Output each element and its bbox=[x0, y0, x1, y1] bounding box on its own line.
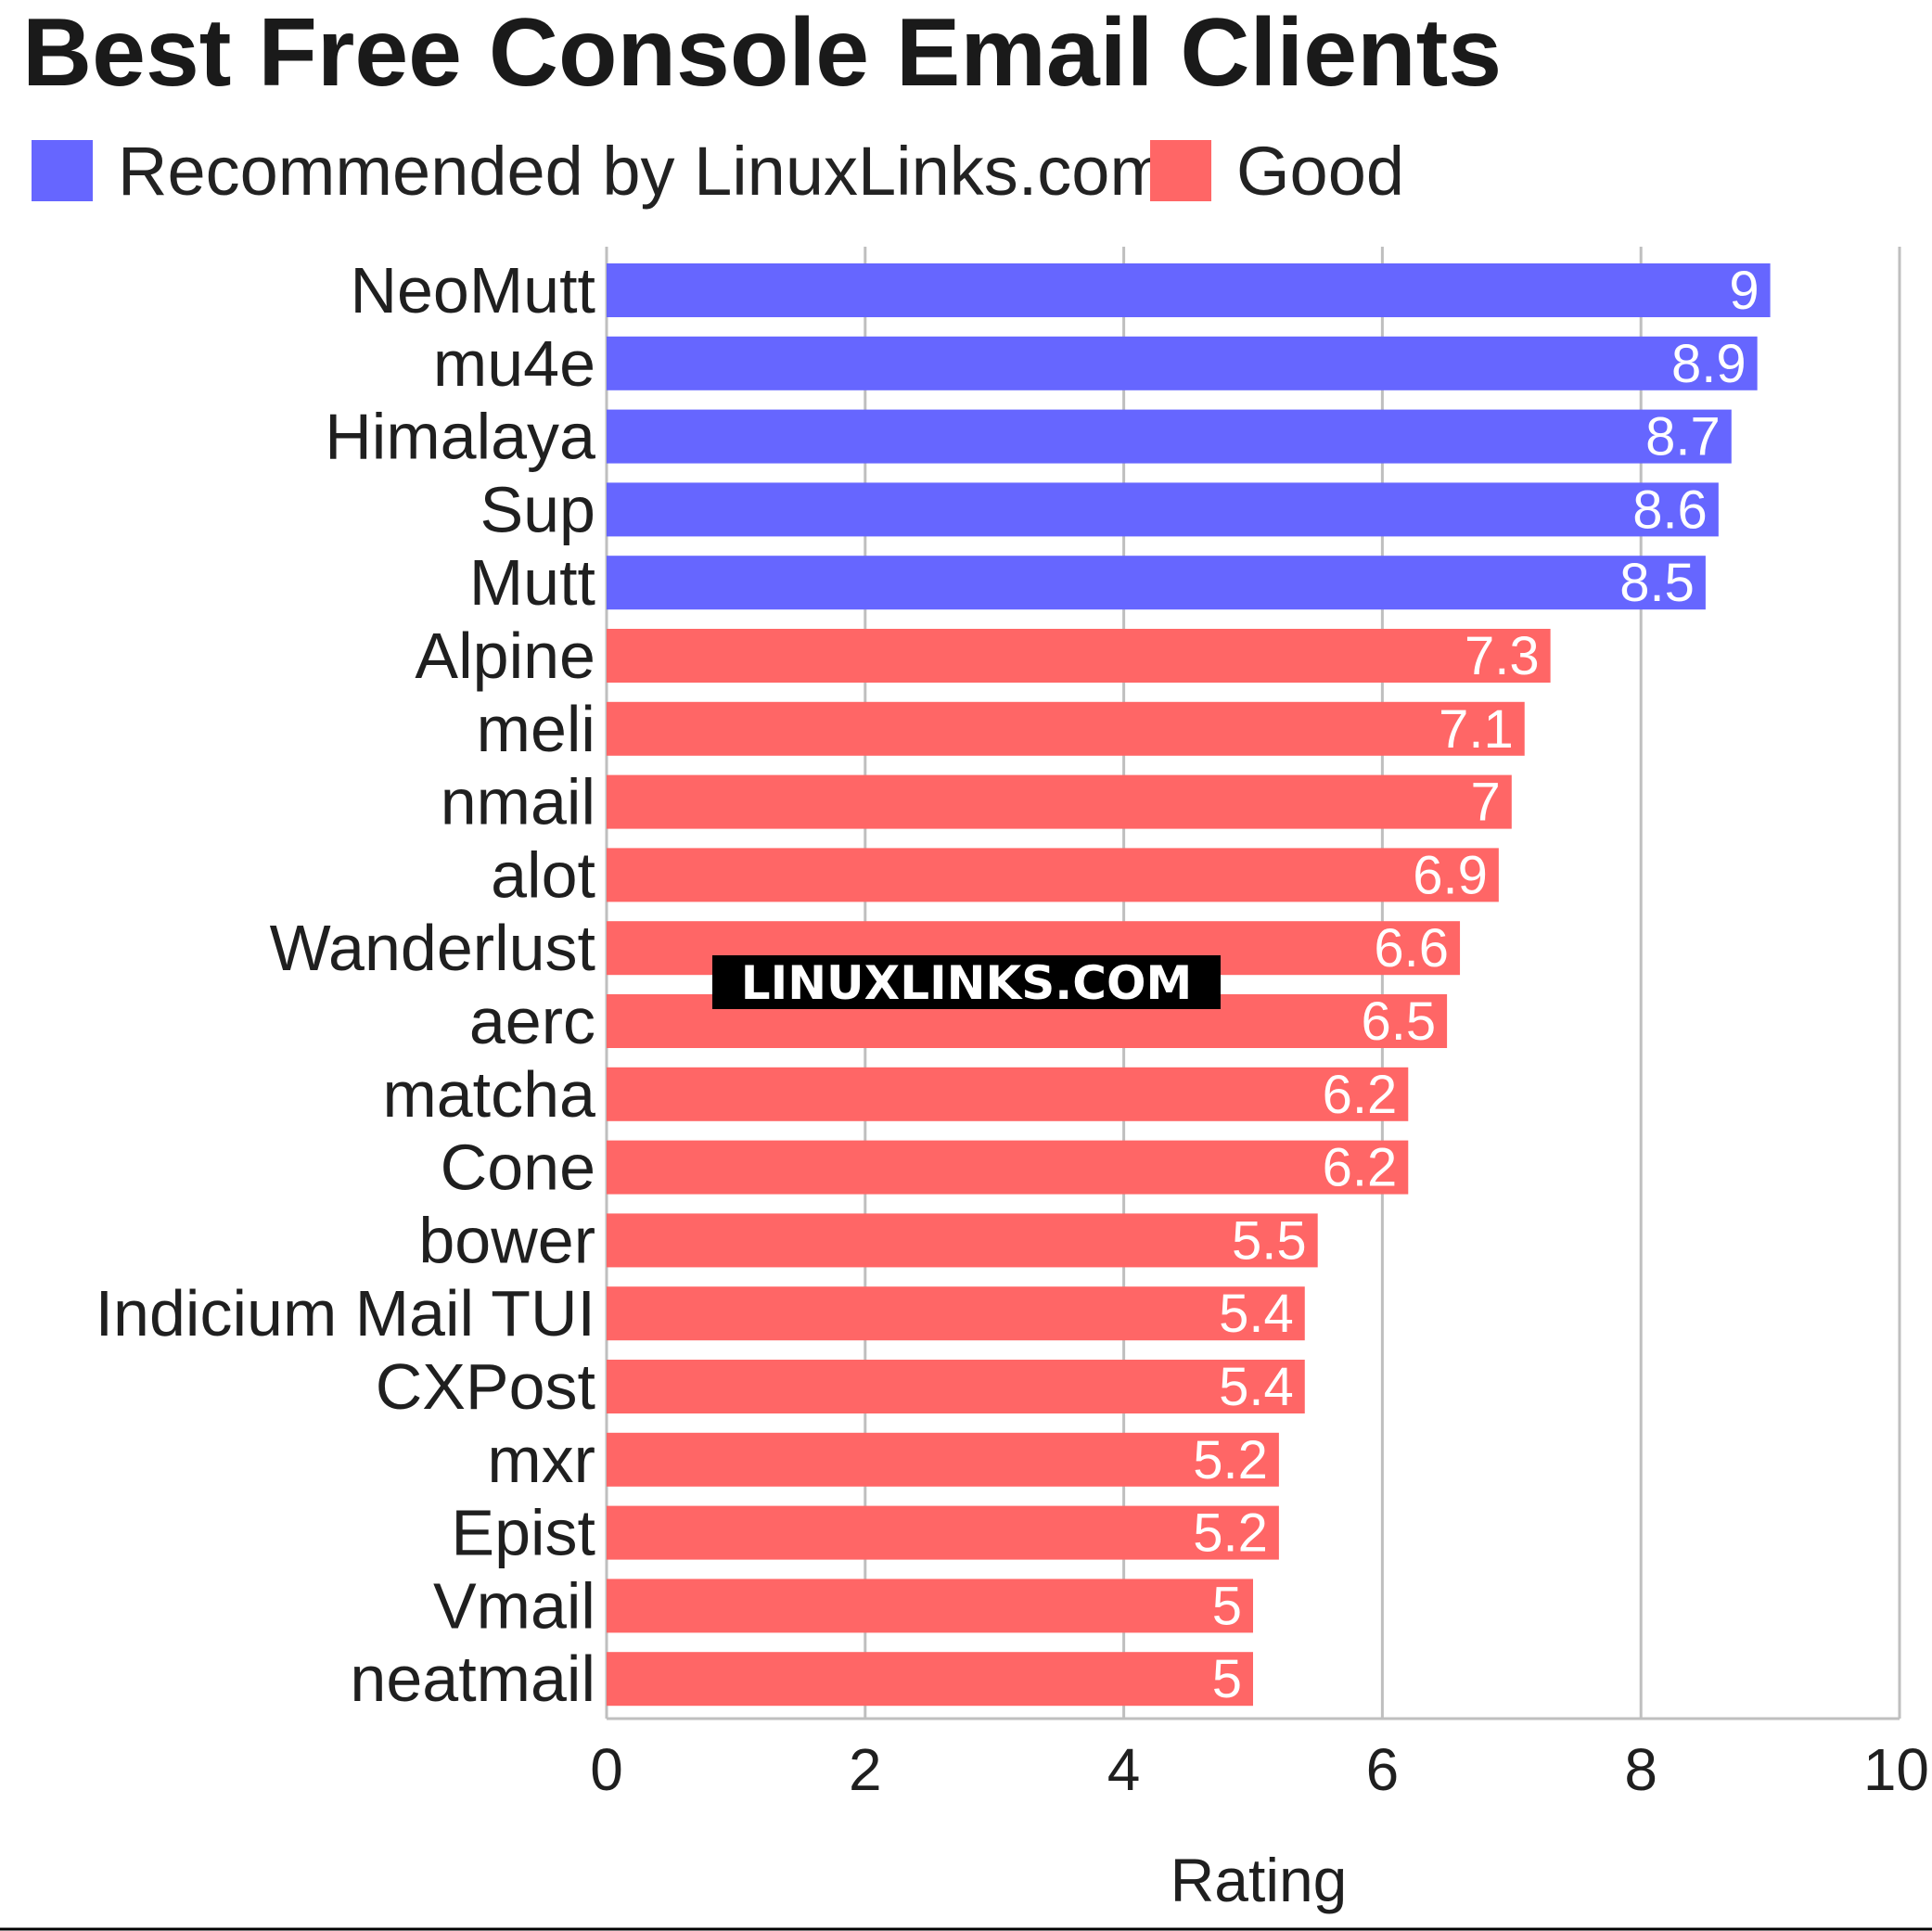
bar-value-label: 5.4 bbox=[1219, 1284, 1294, 1344]
bar-value-label: 5.2 bbox=[1193, 1503, 1268, 1564]
bar-value-label: 6.2 bbox=[1323, 1065, 1398, 1125]
bar-value-label: 6.2 bbox=[1323, 1138, 1398, 1198]
bar-19 bbox=[607, 1652, 1253, 1707]
bar-value-label: 8.5 bbox=[1619, 553, 1695, 613]
chart-title: Best Free Console Email Clients bbox=[22, 0, 1502, 107]
category-label: bower bbox=[418, 1204, 595, 1276]
x-tick-label: 2 bbox=[849, 1736, 882, 1803]
legend: Recommended by LinuxLinks.com Good bbox=[32, 133, 1404, 210]
bar-0 bbox=[607, 263, 1771, 317]
bar-1 bbox=[607, 336, 1758, 390]
x-tick-label: 0 bbox=[590, 1736, 623, 1803]
legend-swatch-recommended bbox=[32, 140, 93, 201]
bar-value-label: 7.3 bbox=[1465, 626, 1540, 686]
bar-value-label: 9 bbox=[1729, 261, 1759, 321]
bar-value-label: 6.6 bbox=[1374, 918, 1449, 978]
legend-swatch-good bbox=[1150, 140, 1211, 201]
watermark-background bbox=[712, 955, 1221, 1009]
legend-label-good: Good bbox=[1236, 133, 1404, 210]
bar-value-label: 6.5 bbox=[1361, 991, 1436, 1052]
bar-16 bbox=[607, 1432, 1279, 1487]
category-label: CXPost bbox=[376, 1350, 595, 1423]
bar-value-label: 6.9 bbox=[1413, 845, 1488, 905]
bar-13 bbox=[607, 1213, 1318, 1268]
category-label: alot bbox=[491, 838, 595, 911]
x-axis-title: Rating bbox=[1171, 1846, 1348, 1914]
bar-6 bbox=[607, 701, 1525, 756]
category-label: neatmail bbox=[350, 1643, 595, 1715]
bar-5 bbox=[607, 629, 1551, 683]
bar-value-label: 5 bbox=[1212, 1576, 1242, 1636]
category-label: meli bbox=[477, 693, 595, 765]
bar-value-label: 8.9 bbox=[1671, 334, 1746, 394]
bar-value-label: 5.5 bbox=[1232, 1210, 1307, 1271]
bar-2 bbox=[607, 409, 1732, 464]
bar-15 bbox=[607, 1360, 1305, 1413]
category-label: Epist bbox=[451, 1497, 595, 1569]
category-label: Sup bbox=[480, 473, 595, 545]
category-label: nmail bbox=[441, 766, 595, 838]
x-tick-label: 4 bbox=[1107, 1736, 1141, 1803]
bar-3 bbox=[607, 482, 1719, 537]
bar-12 bbox=[607, 1140, 1409, 1195]
bar-value-label: 7 bbox=[1471, 773, 1501, 833]
category-label: Mutt bbox=[469, 546, 595, 619]
x-tick-label: 10 bbox=[1863, 1736, 1929, 1803]
bar-value-label: 5 bbox=[1212, 1649, 1242, 1709]
bar-17 bbox=[607, 1505, 1279, 1560]
bar-value-label: 5.2 bbox=[1193, 1430, 1268, 1490]
bar-14 bbox=[607, 1286, 1305, 1341]
x-tick-label: 8 bbox=[1624, 1736, 1657, 1803]
category-label: mxr bbox=[487, 1424, 595, 1496]
category-labels: NeoMuttmu4eHimalayaSupMuttAlpinemelinmai… bbox=[96, 254, 595, 1715]
category-label: Indicium Mail TUI bbox=[96, 1277, 595, 1349]
bar-value-label: 8.6 bbox=[1632, 480, 1708, 540]
category-label: Cone bbox=[441, 1132, 595, 1204]
value-labels: 9 8.9 8.7 8.6 8.5 7.3 7.1 7 6.9 6.6 6.5 6.2 6.2 5.5 5.… bbox=[1193, 261, 1759, 1709]
category-label: matcha bbox=[382, 1058, 595, 1131]
x-axis: 0 2 4 6 8 10 bbox=[590, 1717, 1929, 1803]
legend-label-recommended: Recommended by LinuxLinks.com bbox=[118, 133, 1167, 210]
bar-18 bbox=[607, 1579, 1253, 1633]
watermark-text: LINUXLINKS.COM bbox=[741, 956, 1192, 1010]
category-label: mu4e bbox=[433, 327, 595, 400]
category-label: NeoMutt bbox=[350, 254, 595, 326]
category-label: Vmail bbox=[433, 1569, 595, 1642]
bar-value-label: 5.4 bbox=[1219, 1357, 1294, 1417]
category-label: Alpine bbox=[415, 620, 595, 692]
bar-4 bbox=[607, 556, 1706, 610]
bars bbox=[607, 263, 1771, 1707]
bar-8 bbox=[607, 848, 1499, 902]
bar-value-label: 7.1 bbox=[1439, 699, 1514, 760]
bar-11 bbox=[607, 1067, 1409, 1121]
x-tick-label: 6 bbox=[1366, 1736, 1400, 1803]
category-label: Himalaya bbox=[325, 401, 595, 473]
bar-7 bbox=[607, 774, 1512, 829]
category-label: Wanderlust bbox=[270, 912, 595, 984]
category-label: aerc bbox=[469, 985, 595, 1057]
watermark: LINUXLINKS.COM bbox=[712, 955, 1221, 1010]
bar-value-label: 8.7 bbox=[1645, 407, 1721, 467]
